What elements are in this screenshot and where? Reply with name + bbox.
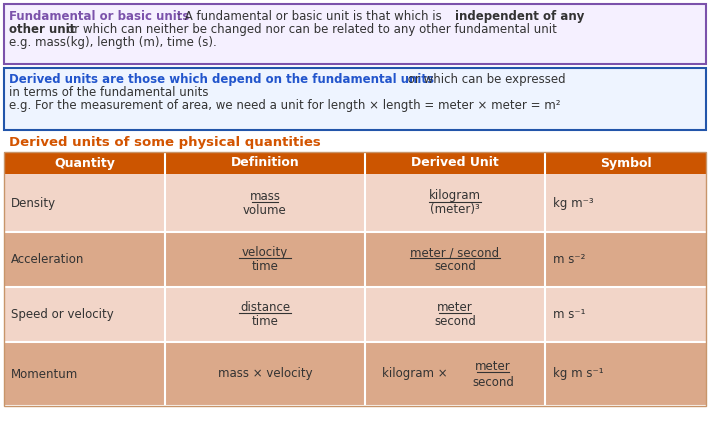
- Text: e.g. For the measurement of area, we need a unit for length × length = meter × m: e.g. For the measurement of area, we nee…: [9, 99, 560, 112]
- Text: e.g. mass(kg), length (m), time (s).: e.g. mass(kg), length (m), time (s).: [9, 36, 217, 49]
- Text: distance: distance: [240, 301, 290, 314]
- Text: : A fundamental or basic unit is that which is: : A fundamental or basic unit is that wh…: [177, 10, 445, 23]
- Text: second: second: [434, 315, 476, 328]
- Text: Definition: Definition: [231, 157, 300, 169]
- Text: m s⁻²: m s⁻²: [553, 253, 585, 266]
- Bar: [4, 174, 706, 232]
- Text: meter: meter: [437, 301, 473, 314]
- Text: independent of any: independent of any: [455, 10, 584, 23]
- Bar: [4, 152, 706, 406]
- Bar: [4, 4, 706, 64]
- Text: meter: meter: [475, 360, 511, 372]
- Text: meter / second: meter / second: [410, 246, 500, 259]
- Text: in terms of the fundamental units: in terms of the fundamental units: [9, 86, 209, 99]
- Text: or which can neither be changed nor can be related to any other fundamental unit: or which can neither be changed nor can …: [67, 23, 557, 36]
- Bar: [4, 287, 706, 342]
- Text: Fundamental or basic units: Fundamental or basic units: [9, 10, 190, 23]
- Text: mass: mass: [249, 190, 280, 202]
- Text: kg m⁻³: kg m⁻³: [553, 196, 594, 209]
- Text: or which can be expressed: or which can be expressed: [404, 73, 566, 86]
- Text: mass × velocity: mass × velocity: [218, 368, 312, 381]
- Text: kilogram: kilogram: [429, 190, 481, 202]
- Text: kilogram ×: kilogram ×: [382, 368, 448, 381]
- Text: volume: volume: [243, 203, 287, 217]
- Text: Derived units of some physical quantities: Derived units of some physical quantitie…: [9, 136, 321, 149]
- Text: Derived Unit: Derived Unit: [411, 157, 499, 169]
- Text: Acceleration: Acceleration: [11, 253, 84, 266]
- Text: m s⁻¹: m s⁻¹: [553, 308, 586, 321]
- Bar: [4, 152, 706, 174]
- Text: Speed or velocity: Speed or velocity: [11, 308, 114, 321]
- Text: Derived units are those which depend on the fundamental units: Derived units are those which depend on …: [9, 73, 434, 86]
- Text: Quantity: Quantity: [54, 157, 115, 169]
- Text: (meter)³: (meter)³: [430, 203, 480, 217]
- Text: second: second: [472, 375, 514, 389]
- Text: other unit: other unit: [9, 23, 75, 36]
- Text: time: time: [251, 260, 278, 273]
- Text: time: time: [251, 315, 278, 328]
- Bar: [4, 68, 706, 130]
- Bar: [4, 342, 706, 406]
- Text: second: second: [434, 260, 476, 273]
- Text: Momentum: Momentum: [11, 368, 78, 381]
- Text: kg m s⁻¹: kg m s⁻¹: [553, 368, 604, 381]
- Text: Density: Density: [11, 196, 56, 209]
- Bar: [4, 232, 706, 287]
- Text: Symbol: Symbol: [600, 157, 651, 169]
- Text: velocity: velocity: [242, 246, 288, 259]
